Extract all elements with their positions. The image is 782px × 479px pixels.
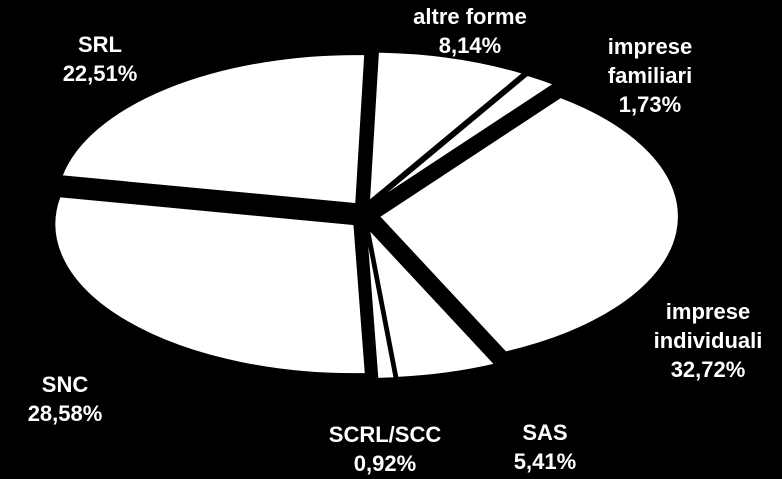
slice-label: SNC 28,58% <box>0 370 140 428</box>
pie-slice <box>53 195 367 376</box>
slice-label: imprese individuali 32,72% <box>638 297 778 384</box>
value-label: 0,92% <box>353 451 417 476</box>
value-label: 5,41% <box>513 449 577 474</box>
category-label: SAS <box>522 420 568 445</box>
value-label: 1,73% <box>618 92 682 117</box>
pie-slice <box>372 73 557 205</box>
value-label: 8,14% <box>438 33 502 58</box>
pie-slice <box>364 228 396 380</box>
pie-slice <box>377 95 680 354</box>
slice-label: imprese familiari 1,73% <box>590 32 710 119</box>
value-label: 32,72% <box>670 357 746 382</box>
category-label: imprese individuali <box>653 299 763 353</box>
category-label: altre forme <box>413 4 527 29</box>
slice-label: SCRL/SCC 0,92% <box>295 420 475 478</box>
slice-label: SRL 22,51% <box>25 30 175 88</box>
category-label: SNC <box>41 372 89 397</box>
pie-slice <box>367 50 526 204</box>
value-label: 28,58% <box>27 401 103 426</box>
pie-slice <box>60 53 367 206</box>
slice-label: altre forme 8,14% <box>370 2 570 60</box>
pie-slice <box>367 225 498 379</box>
category-label: SRL <box>78 32 122 57</box>
category-label: SCRL/SCC <box>328 422 442 447</box>
value-label: 22,51% <box>62 61 138 86</box>
category-label: imprese familiari <box>607 34 693 88</box>
slice-label: SAS 5,41% <box>495 418 595 476</box>
